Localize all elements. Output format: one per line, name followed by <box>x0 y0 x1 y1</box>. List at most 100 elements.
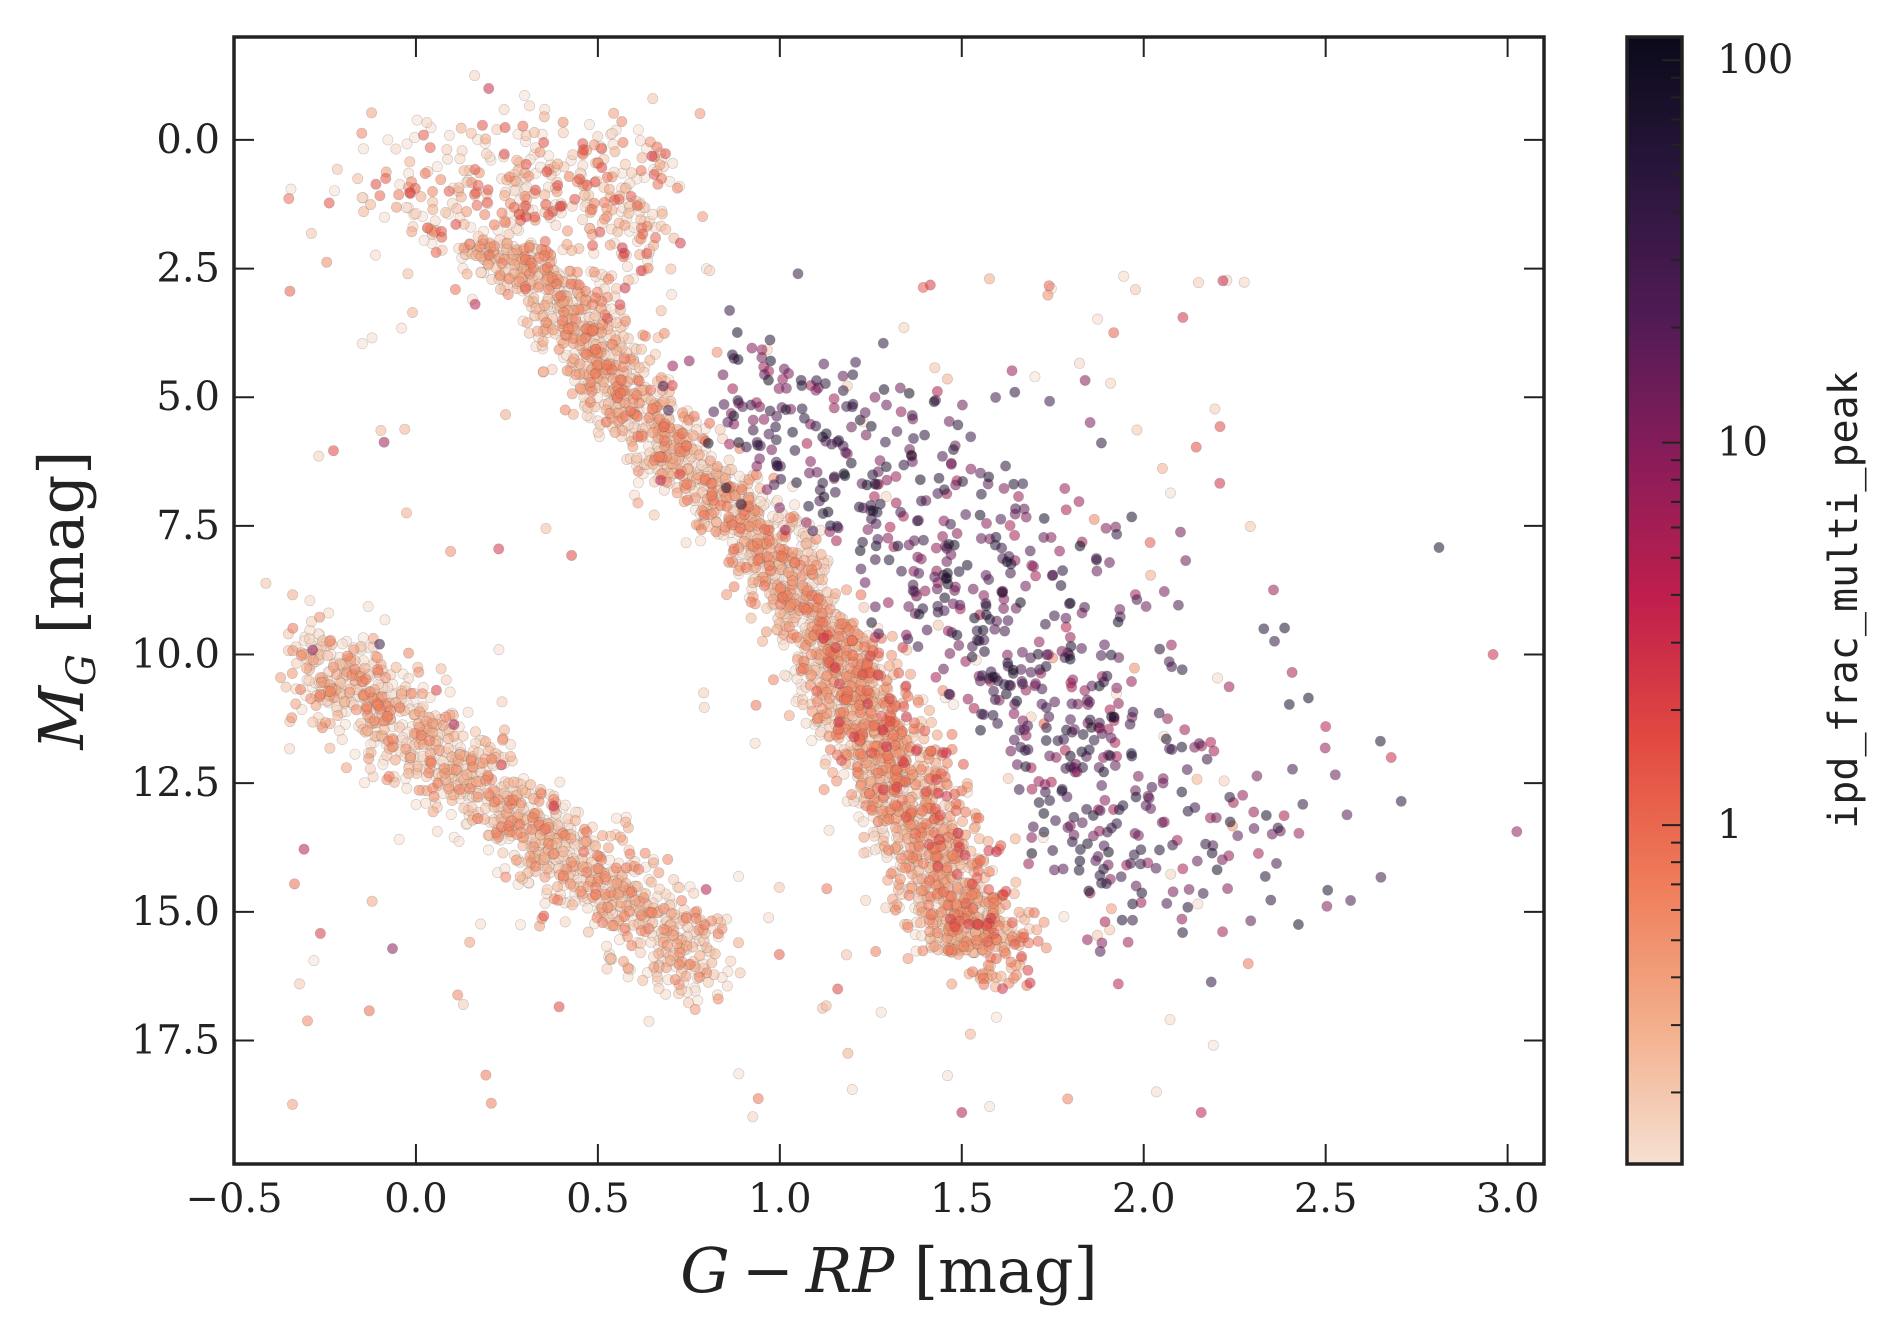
data-point <box>341 650 353 662</box>
data-point <box>510 854 522 866</box>
data-point <box>520 283 532 295</box>
data-point <box>323 197 335 209</box>
data-point <box>784 512 796 524</box>
data-point <box>421 117 433 129</box>
data-point <box>481 196 493 208</box>
data-point <box>404 156 416 168</box>
data-point <box>658 923 670 935</box>
data-point <box>791 631 803 643</box>
data-point <box>1214 477 1226 489</box>
data-point <box>706 478 718 490</box>
data-point <box>706 489 718 501</box>
data-point <box>653 451 665 463</box>
data-point <box>606 127 618 139</box>
data-point <box>455 191 467 203</box>
data-point <box>645 384 657 396</box>
data-point <box>688 410 700 422</box>
data-point <box>522 295 534 307</box>
data-point <box>698 687 710 699</box>
data-point <box>941 373 953 385</box>
data-point <box>641 248 653 260</box>
data-point <box>990 846 1002 858</box>
data-point <box>503 820 515 832</box>
data-point <box>493 644 505 656</box>
data-point <box>554 776 566 788</box>
data-point <box>553 343 565 355</box>
data-point <box>567 149 579 161</box>
data-point <box>648 168 660 180</box>
data-point <box>942 899 954 911</box>
data-point <box>566 549 578 561</box>
data-point <box>414 706 426 718</box>
data-point <box>450 218 462 230</box>
data-point <box>625 190 637 202</box>
data-point <box>617 955 629 967</box>
data-point <box>1118 270 1130 282</box>
data-point <box>569 193 581 205</box>
data-point <box>284 285 296 297</box>
data-point <box>431 161 443 173</box>
data-point <box>393 721 405 733</box>
data-point <box>704 265 716 277</box>
data-point <box>365 107 377 119</box>
data-point <box>601 171 613 183</box>
data-point <box>575 885 587 897</box>
data-point <box>275 672 287 684</box>
data-point <box>514 871 526 883</box>
data-point <box>655 474 667 486</box>
data-point <box>444 686 456 698</box>
data-point <box>734 522 746 534</box>
data-point <box>438 762 450 774</box>
data-point <box>633 361 645 373</box>
data-point <box>693 449 705 461</box>
data-point <box>369 249 381 261</box>
data-point <box>1207 1039 1219 1051</box>
data-point <box>425 757 437 769</box>
data-point <box>1238 276 1250 288</box>
data-point <box>828 393 840 405</box>
data-point <box>316 722 328 734</box>
data-point <box>842 1047 854 1059</box>
data-point <box>658 327 670 339</box>
data-point <box>561 238 573 250</box>
data-point <box>503 171 515 183</box>
data-point <box>933 834 945 846</box>
data-point <box>788 499 800 511</box>
data-point <box>1018 931 1030 943</box>
data-point <box>889 821 901 833</box>
data-point <box>404 187 416 199</box>
data-point <box>586 385 598 397</box>
data-point <box>732 937 744 949</box>
data-point <box>858 601 870 613</box>
data-point <box>528 127 540 139</box>
data-point <box>469 164 481 176</box>
data-point <box>476 119 488 131</box>
data-point <box>915 885 927 897</box>
data-point <box>324 685 336 697</box>
data-point <box>539 897 551 909</box>
data-point <box>944 913 956 925</box>
data-point <box>458 165 470 177</box>
data-point <box>583 119 595 131</box>
data-point <box>350 704 362 716</box>
data-point <box>454 153 466 165</box>
data-point <box>472 179 484 191</box>
data-point <box>1074 357 1086 369</box>
data-point <box>314 611 326 623</box>
data-point <box>763 912 775 924</box>
data-point <box>480 1069 492 1081</box>
data-point <box>540 316 552 328</box>
data-point <box>504 750 516 762</box>
data-point <box>435 174 447 186</box>
data-point <box>978 979 990 991</box>
data-point <box>680 970 692 982</box>
data-point <box>937 886 949 898</box>
data-point <box>688 430 700 442</box>
data-point <box>356 338 368 350</box>
data-point <box>931 927 943 939</box>
data-point <box>557 870 569 882</box>
data-point <box>501 237 513 249</box>
data-point <box>565 278 577 290</box>
data-point <box>913 840 925 852</box>
data-point <box>840 949 852 961</box>
